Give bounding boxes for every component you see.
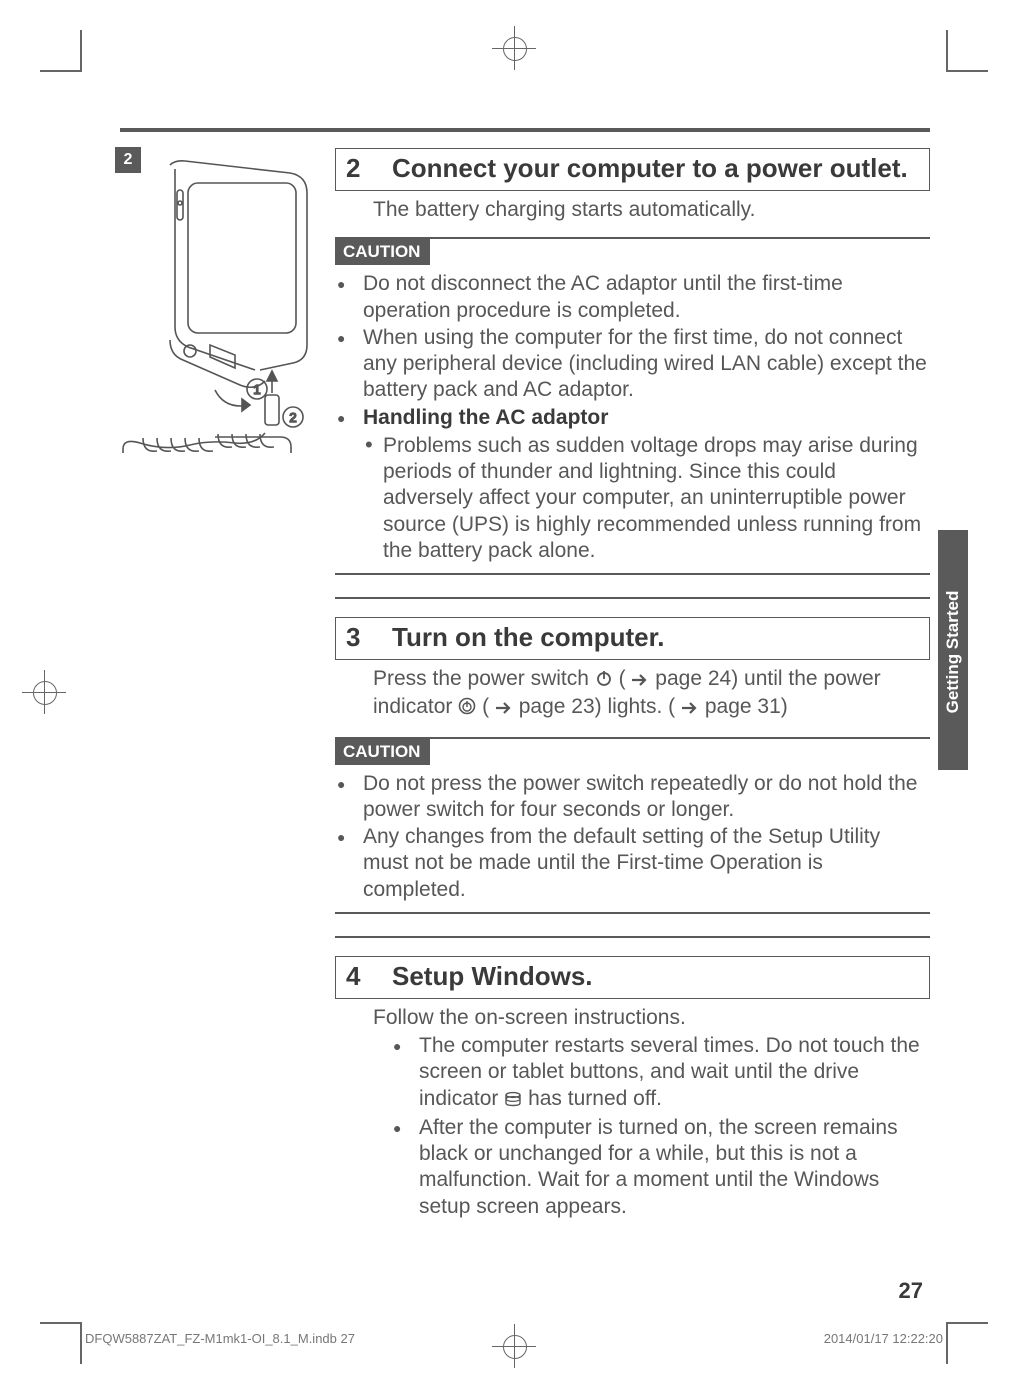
t3f: page 31) xyxy=(705,695,788,718)
t3b: ( xyxy=(619,667,626,690)
step2-caution-item3: Handling the AC adaptor Problems such as… xyxy=(335,405,930,565)
drive-indicator-icon xyxy=(504,1088,522,1114)
step2-title: Connect your computer to a power outlet. xyxy=(392,154,908,184)
step3-caution-item2: Any changes from the default setting of … xyxy=(335,824,930,903)
step2-caution-item3-title: Handling the AC adaptor xyxy=(363,406,608,429)
step4-title: Setup Windows. xyxy=(392,962,593,992)
t3e: page 23) lights. ( xyxy=(519,695,675,718)
step3-heading-frame: 3 Turn on the computer. xyxy=(335,617,930,660)
step2-caution-sub1: Problems such as sudden voltage drops ma… xyxy=(363,433,930,564)
page-number: 27 xyxy=(899,1278,923,1304)
step4-heading-frame: 4 Setup Windows. xyxy=(335,956,930,999)
svg-text:1: 1 xyxy=(253,382,260,397)
step2-caution-item1: Do not disconnect the AC adaptor until t… xyxy=(335,271,930,324)
svg-text:2: 2 xyxy=(289,410,296,425)
step2-illustration: 2 1 xyxy=(115,155,325,455)
arrow-right-icon xyxy=(495,696,513,722)
step2-caution: CAUTION Do not disconnect the AC adaptor… xyxy=(335,237,930,575)
side-tab: Getting Started xyxy=(938,530,968,770)
step4-text: Follow the on-screen instructions. xyxy=(373,1005,930,1031)
power-switch-icon xyxy=(595,668,613,694)
step2-number: 2 xyxy=(346,153,364,184)
step3-caution: CAUTION Do not press the power switch re… xyxy=(335,737,930,914)
step3-caution-item1: Do not press the power switch repeatedly… xyxy=(335,771,930,824)
step4-number: 4 xyxy=(346,961,364,992)
step3-text: Press the power switch ( page 24) until … xyxy=(373,666,930,723)
arrow-right-icon xyxy=(681,696,699,722)
caution-label: CAUTION xyxy=(335,739,430,765)
power-connection-illustration: 1 2 xyxy=(115,155,325,455)
footer-left: DFQW5887ZAT_FZ-M1mk1-OI_8.1_M.indb 27 xyxy=(85,1331,355,1346)
power-indicator-icon xyxy=(458,696,476,722)
side-tab-label: Getting Started xyxy=(943,589,963,715)
s4b1b: has turned off. xyxy=(528,1087,662,1110)
caution-label: CAUTION xyxy=(335,239,430,265)
arrow-right-icon xyxy=(631,668,649,694)
step4-bullet2: After the computer is turned on, the scr… xyxy=(391,1115,930,1220)
step3-title: Turn on the computer. xyxy=(392,623,665,653)
step2-text: The battery charging starts automaticall… xyxy=(373,197,930,223)
step2-heading-frame: 2 Connect your computer to a power outle… xyxy=(335,148,930,191)
footer-right: 2014/01/17 12:22:20 xyxy=(824,1331,943,1346)
s4b1a: The computer restarts several times. Do … xyxy=(419,1034,920,1110)
t3a: Press the power switch xyxy=(373,667,595,690)
step2-caution-item2: When using the computer for the first ti… xyxy=(335,325,930,404)
t3d: ( xyxy=(482,695,489,718)
top-rule xyxy=(120,128,930,132)
step3-number: 3 xyxy=(346,622,364,653)
step4-bullet1: The computer restarts several times. Do … xyxy=(391,1033,930,1114)
illustration-badge: 2 xyxy=(115,147,141,173)
